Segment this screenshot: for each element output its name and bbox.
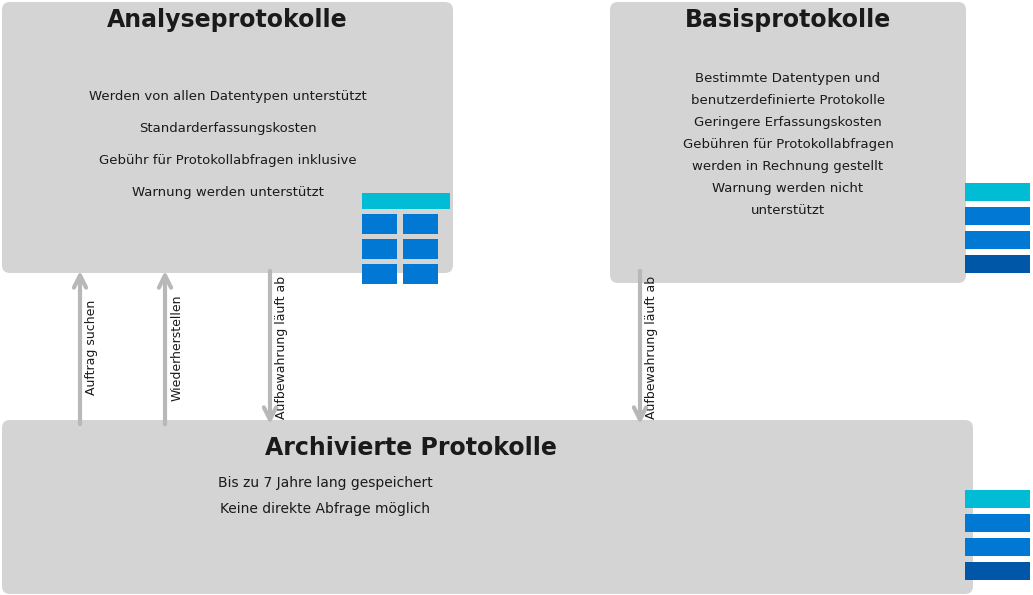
- FancyBboxPatch shape: [2, 2, 453, 273]
- Bar: [403, 264, 438, 284]
- Text: Gebühr für Protokollabfragen inklusive: Gebühr für Protokollabfragen inklusive: [99, 154, 356, 167]
- Bar: [965, 231, 1030, 249]
- Bar: [403, 239, 438, 259]
- Text: benutzerdefinierte Protokolle: benutzerdefinierte Protokolle: [691, 94, 885, 107]
- Text: Gebühren für Protokollabfragen: Gebühren für Protokollabfragen: [683, 138, 894, 151]
- Text: Warnung werden unterstützt: Warnung werden unterstützt: [131, 186, 323, 199]
- Text: Geringere Erfassungskosten: Geringere Erfassungskosten: [694, 116, 882, 129]
- Bar: [965, 207, 1030, 225]
- Bar: [965, 490, 1030, 508]
- Bar: [362, 193, 450, 209]
- Bar: [965, 514, 1030, 532]
- Text: Auftrag suchen: Auftrag suchen: [86, 300, 98, 395]
- Text: werden in Rechnung gestellt: werden in Rechnung gestellt: [692, 160, 883, 173]
- Text: Analyseprotokolle: Analyseprotokolle: [107, 8, 348, 32]
- Text: Standarderfassungskosten: Standarderfassungskosten: [138, 122, 316, 135]
- Text: Bis zu 7 Jahre lang gespeichert: Bis zu 7 Jahre lang gespeichert: [218, 476, 433, 490]
- Bar: [403, 214, 438, 234]
- Text: Bestimmte Datentypen und: Bestimmte Datentypen und: [695, 72, 880, 85]
- Text: unterstützt: unterstützt: [751, 204, 825, 217]
- Text: Warnung werden nicht: Warnung werden nicht: [713, 182, 864, 195]
- Text: Aufbewahrung läuft ab: Aufbewahrung läuft ab: [646, 276, 658, 419]
- Bar: [965, 562, 1030, 580]
- Bar: [965, 255, 1030, 273]
- Bar: [362, 239, 397, 259]
- Text: Aufbewahrung läuft ab: Aufbewahrung läuft ab: [276, 276, 288, 419]
- Bar: [362, 264, 397, 284]
- Bar: [965, 538, 1030, 556]
- Text: Werden von allen Datentypen unterstützt: Werden von allen Datentypen unterstützt: [89, 90, 367, 103]
- Text: Keine direkte Abfrage möglich: Keine direkte Abfrage möglich: [220, 502, 430, 516]
- Text: Basisprotokolle: Basisprotokolle: [685, 8, 891, 32]
- Bar: [362, 214, 397, 234]
- Bar: [965, 183, 1030, 201]
- Text: Wiederherstellen: Wiederherstellen: [170, 295, 184, 401]
- Text: Archivierte Protokolle: Archivierte Protokolle: [265, 436, 557, 460]
- FancyBboxPatch shape: [2, 420, 973, 594]
- FancyBboxPatch shape: [611, 2, 966, 283]
